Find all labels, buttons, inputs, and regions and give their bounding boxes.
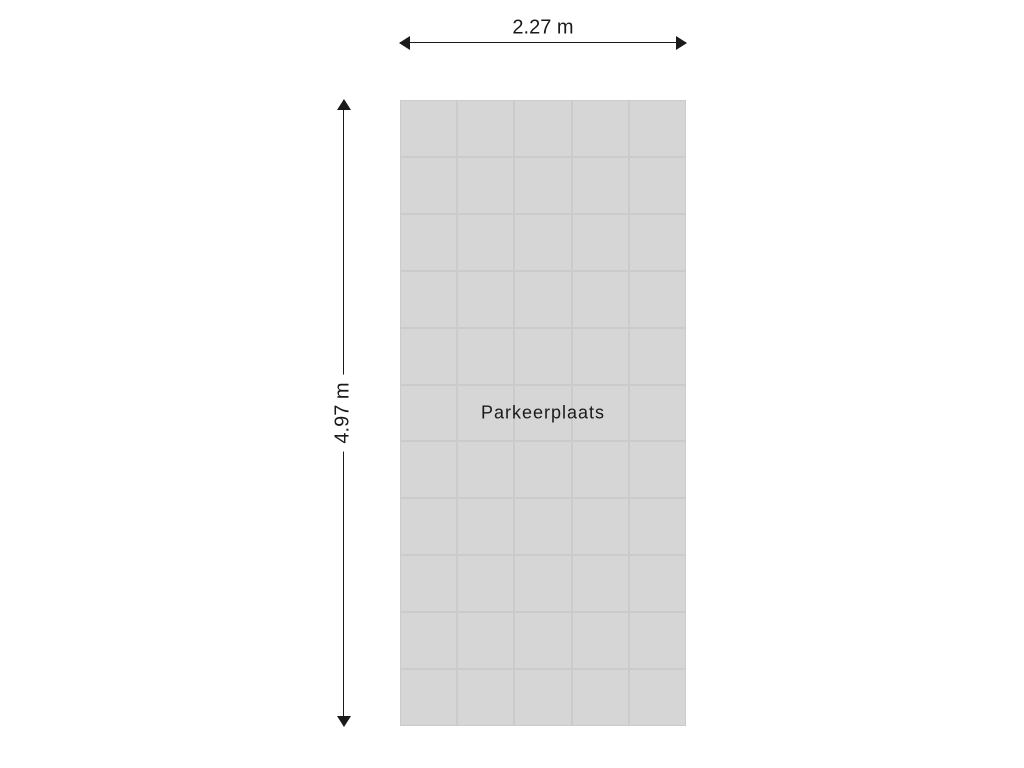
floor-tile [457,157,514,214]
floor-tile [572,669,629,726]
floor-tile [400,555,457,612]
floor-tile [457,214,514,271]
floor-tile [629,157,686,214]
floor-tile [572,271,629,328]
floor-tile [629,100,686,157]
floor-tile [572,555,629,612]
height-dimension-label: 4.97 m [332,374,355,451]
floor-tile [400,271,457,328]
floor-tile [514,214,571,271]
floor-tile [572,328,629,385]
width-dimension-line [400,42,686,43]
floor-tile [629,214,686,271]
width-dimension-label: 2.27 m [504,17,581,40]
floor-tile [400,498,457,555]
floor-tile [457,669,514,726]
room-label: Parkeerplaats [481,403,605,424]
floor-tile [572,157,629,214]
diagram-canvas: Parkeerplaats 2.27 m 4.97 m [0,0,1024,768]
floor-tile [514,612,571,669]
floor-tile [400,214,457,271]
floor-tile [457,100,514,157]
floor-tile [514,669,571,726]
floor-tile [457,612,514,669]
floor-tile [572,214,629,271]
floor-tile [457,328,514,385]
floor-tile [514,555,571,612]
floor-tile [629,441,686,498]
floor-tile [457,271,514,328]
height-dimension: 4.97 m [0,0,400,768]
floor-tile [629,555,686,612]
floor-tile [572,612,629,669]
floor-tile [514,271,571,328]
floor-tile [400,100,457,157]
floor-tile [629,612,686,669]
floor-tile [514,100,571,157]
arrow-left-icon [399,36,410,50]
floor-tile [629,271,686,328]
floor-tile [400,669,457,726]
arrow-up-icon [337,99,351,110]
floor-tile [457,441,514,498]
floor-tile [572,441,629,498]
floor-tile [457,555,514,612]
floor-tile [400,385,457,442]
floor-tile [514,441,571,498]
floor-tile [572,100,629,157]
floor-tile [629,385,686,442]
floor-tile [400,157,457,214]
floor-tile [457,498,514,555]
floor-tile [629,328,686,385]
floor-tile [400,328,457,385]
floor-tile [629,669,686,726]
floor-tile [572,498,629,555]
arrow-down-icon [337,716,351,727]
floor-tile [514,328,571,385]
floor-tile [514,498,571,555]
floor-tile [514,157,571,214]
floor-tile [400,441,457,498]
floor-tile [629,498,686,555]
arrow-right-icon [676,36,687,50]
floor-tile [400,612,457,669]
